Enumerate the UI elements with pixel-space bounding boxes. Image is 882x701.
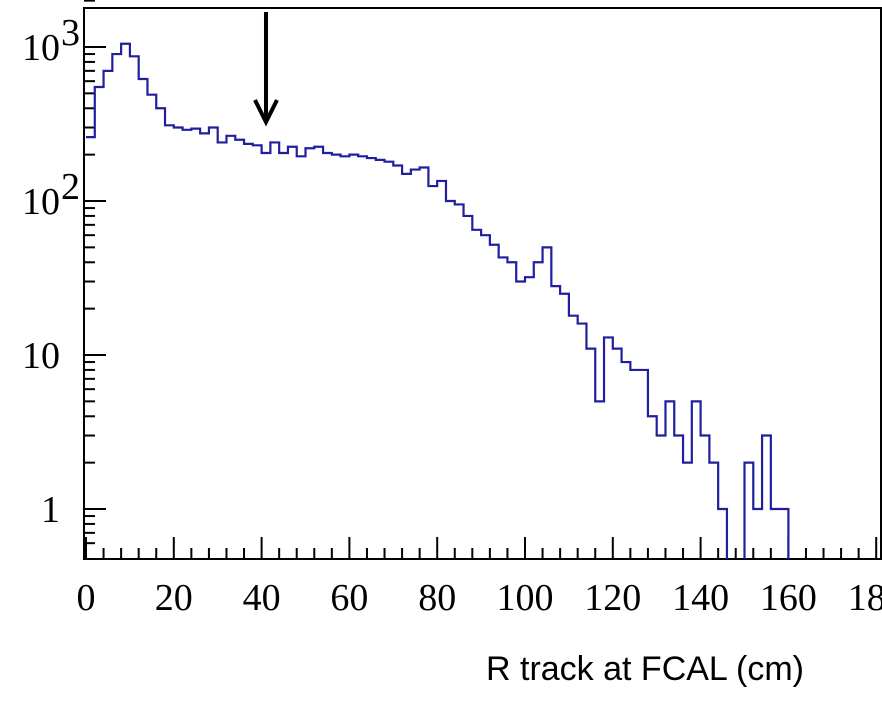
x-tick-label: 180	[848, 577, 882, 619]
x-tick-label: 160	[760, 577, 817, 619]
histogram-step-line	[86, 42, 790, 559]
x-tick-label: 100	[497, 577, 554, 619]
x-tick-label: 120	[584, 577, 641, 619]
y-tick-exponent: 2	[61, 166, 80, 208]
annotation-arrow	[253, 12, 279, 127]
x-tick-label: 60	[330, 577, 368, 619]
x-axis-label: R track at FCAL (cm)	[486, 650, 804, 688]
y-tick-label: 10	[22, 335, 60, 377]
plot-frame	[83, 7, 882, 560]
y-tick-label: 10	[22, 181, 60, 223]
x-tick-label: 80	[418, 577, 456, 619]
y-tick-exponent: 3	[61, 12, 80, 54]
x-tick-labels: 0 20 40 60 80 100 120 140 160 180	[77, 577, 882, 619]
x-tick-label: 140	[672, 577, 729, 619]
histogram-series	[86, 42, 790, 559]
x-tick-label: 40	[243, 577, 281, 619]
annotation-arrow-head	[253, 99, 279, 127]
y-tick-label: 1	[41, 489, 60, 531]
y-tick-label: 10	[22, 27, 60, 69]
x-tick-label: 20	[155, 577, 193, 619]
x-tick-label: 0	[77, 577, 96, 619]
